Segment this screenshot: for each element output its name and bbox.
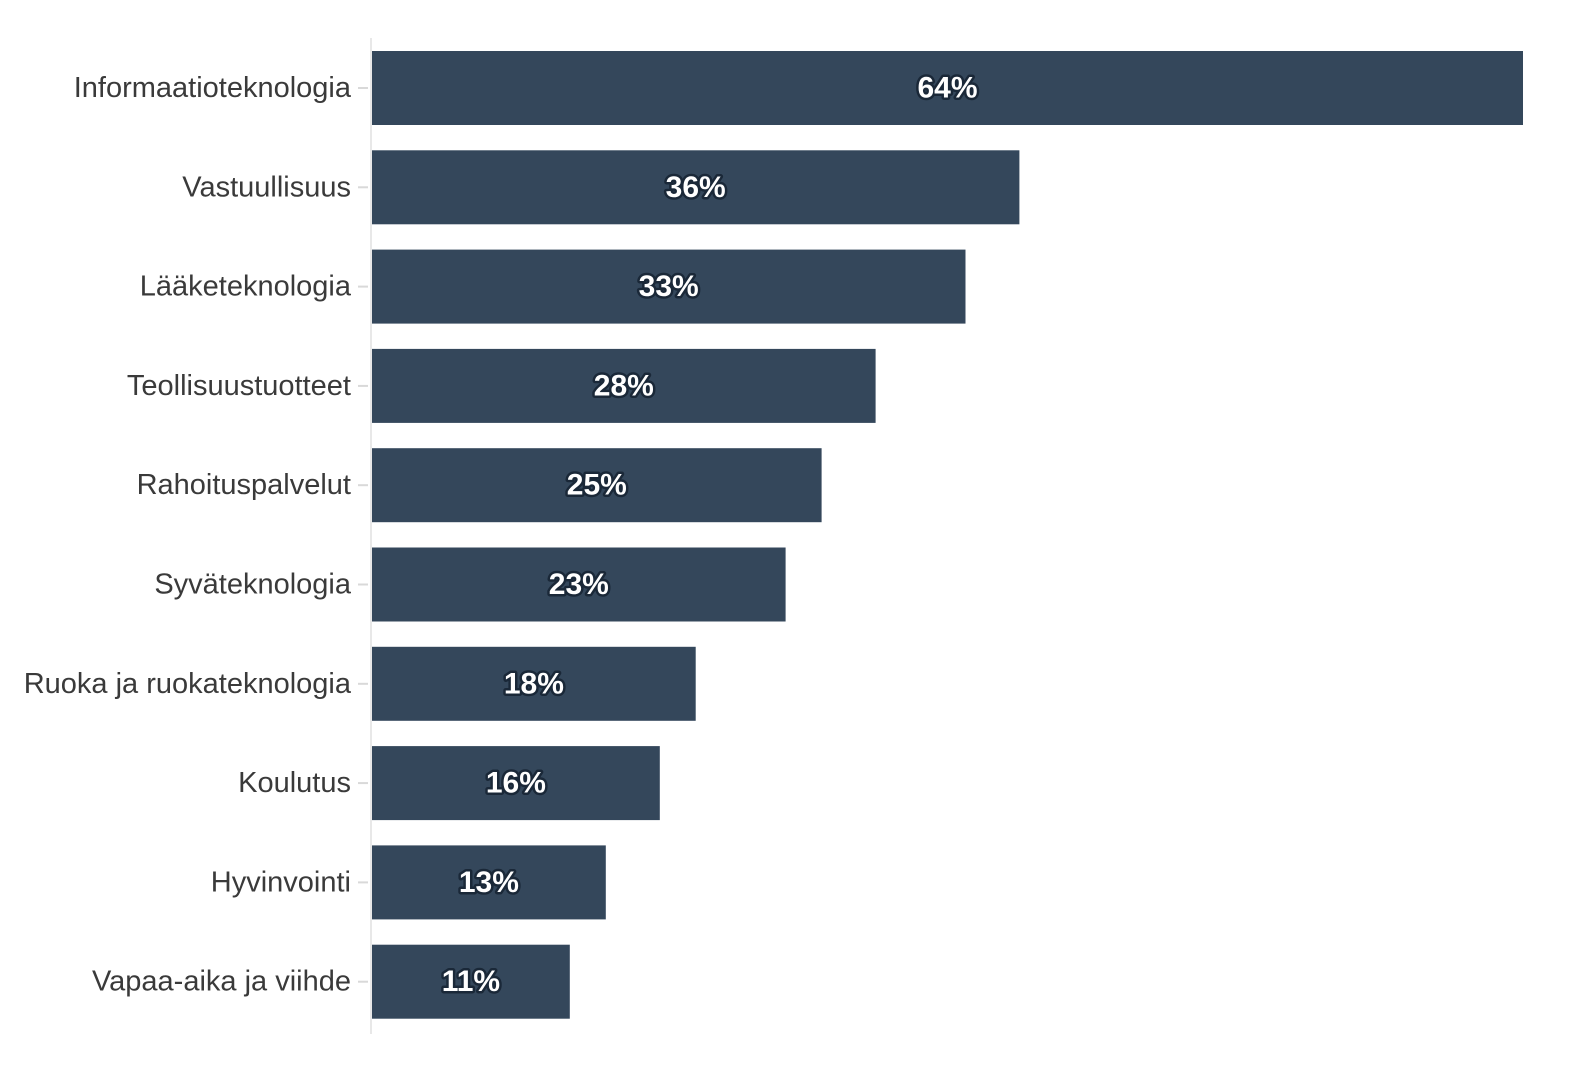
category-label-7: Koulutus	[238, 767, 351, 799]
bar-5	[372, 547, 786, 622]
value-label-9: 11%	[442, 965, 500, 998]
value-label-6: 18%	[504, 667, 564, 700]
category-label-2: Lääketeknologia	[140, 271, 352, 303]
value-label-5: 23%	[549, 568, 609, 601]
value-label-8: 13%	[459, 866, 519, 899]
category-label-3: Teollisuustuotteet	[127, 370, 351, 402]
bar-8	[372, 845, 606, 920]
bar-7	[372, 746, 660, 821]
value-label-4: 25%	[567, 469, 627, 502]
bar-0	[372, 51, 1523, 125]
category-label-4: Rahoituspalvelut	[137, 469, 351, 501]
bar-4	[372, 448, 822, 523]
value-label-1: 36%	[666, 171, 726, 204]
category-label-6: Ruoka ja ruokateknologia	[24, 668, 352, 700]
category-label-5: Syväteknologia	[154, 569, 352, 601]
category-label-1: Vastuullisuus	[182, 171, 351, 203]
value-label-7: 16%	[486, 767, 546, 800]
bar-9	[372, 944, 570, 1019]
value-labels-layer: 64% 36% 33% 28% 25% 23% 18% 16% 13% 11%	[439, 69, 980, 1001]
category-label-8: Hyvinvointi	[211, 866, 351, 898]
value-label-2: 33%	[639, 270, 699, 303]
ticks-layer	[358, 87, 368, 983]
bar-6	[372, 646, 696, 721]
bar-3	[372, 348, 876, 423]
value-label-0: 64%	[917, 72, 977, 105]
bar-1	[372, 150, 1020, 225]
category-label-9: Vapaa-aika ja viihde	[92, 966, 351, 998]
bar-2	[372, 249, 966, 324]
category-label-0: Informaatioteknologia	[74, 72, 352, 104]
bars-layer	[372, 51, 1523, 1019]
value-label-3: 28%	[594, 369, 654, 402]
category-labels-layer: Informaatioteknologia Vastuullisuus Lääket…	[24, 72, 352, 998]
